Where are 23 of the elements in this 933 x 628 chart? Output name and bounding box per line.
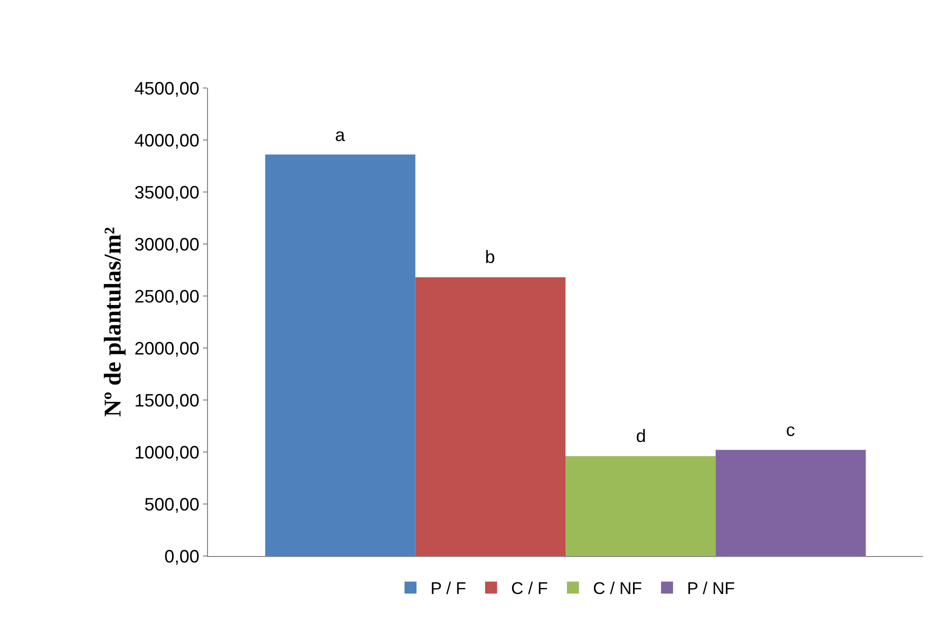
legend-label: P / NF xyxy=(687,579,735,598)
annotation: a xyxy=(335,125,346,145)
bar xyxy=(566,456,716,556)
annotation: b xyxy=(485,247,496,267)
y-tick-label: 500,00 xyxy=(144,494,200,514)
y-tick-label: 0,00 xyxy=(164,546,200,566)
bar xyxy=(415,277,566,556)
legend-label: C / NF xyxy=(592,579,642,598)
y-tick-label: 1500,00 xyxy=(134,390,200,410)
annotation: c xyxy=(786,420,795,440)
bar xyxy=(716,450,866,556)
annotation: d xyxy=(636,426,646,446)
y-tick-label: 3500,00 xyxy=(134,182,200,202)
legend-label: P / F xyxy=(430,579,466,598)
y-tick-label: 2500,00 xyxy=(134,286,200,306)
y-tick-label: 4500,00 xyxy=(134,78,200,98)
y-tick-label: 1000,00 xyxy=(134,442,200,462)
y-tick-label: 2000,00 xyxy=(134,338,200,358)
y-tick-label: 3000,00 xyxy=(134,234,200,254)
y-axis-title: Nº de plantulas/m² xyxy=(100,227,126,417)
bar xyxy=(265,154,416,556)
y-tick-label: 4000,00 xyxy=(134,130,200,150)
legend-label: C / F xyxy=(511,579,548,598)
